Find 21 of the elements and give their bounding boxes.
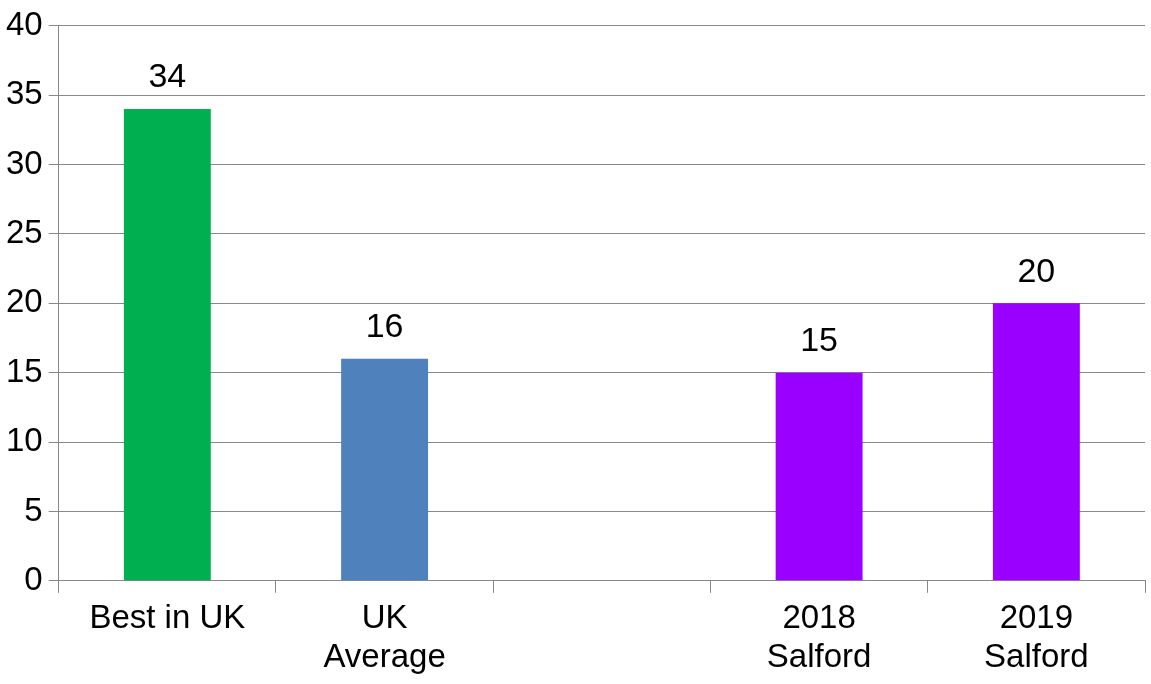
y-tick-label: 35 xyxy=(5,74,43,112)
y-tick-label: 30 xyxy=(5,143,43,181)
x-tick-label: UK Average xyxy=(323,597,446,675)
data-label: 34 xyxy=(148,56,187,95)
data-label: 16 xyxy=(365,306,404,345)
x-tick-label: 2019 Salford xyxy=(984,597,1089,675)
y-tick-label: 15 xyxy=(5,351,43,389)
y-tick-label: 10 xyxy=(5,421,43,459)
x-tick-label: Best in UK xyxy=(89,597,246,635)
data-label: 15 xyxy=(800,320,839,359)
bar xyxy=(123,109,211,581)
y-tick-label: 40 xyxy=(5,4,43,42)
bar xyxy=(341,358,429,581)
bar xyxy=(992,303,1080,581)
bar xyxy=(775,372,863,581)
y-tick-label: 20 xyxy=(5,282,43,320)
x-tick-label: 2018 Salford xyxy=(766,597,872,675)
y-tick-label: 0 xyxy=(24,559,43,597)
y-tick-label: 25 xyxy=(5,213,43,251)
y-tick-label: 5 xyxy=(24,490,43,528)
data-label: 20 xyxy=(1017,250,1056,289)
